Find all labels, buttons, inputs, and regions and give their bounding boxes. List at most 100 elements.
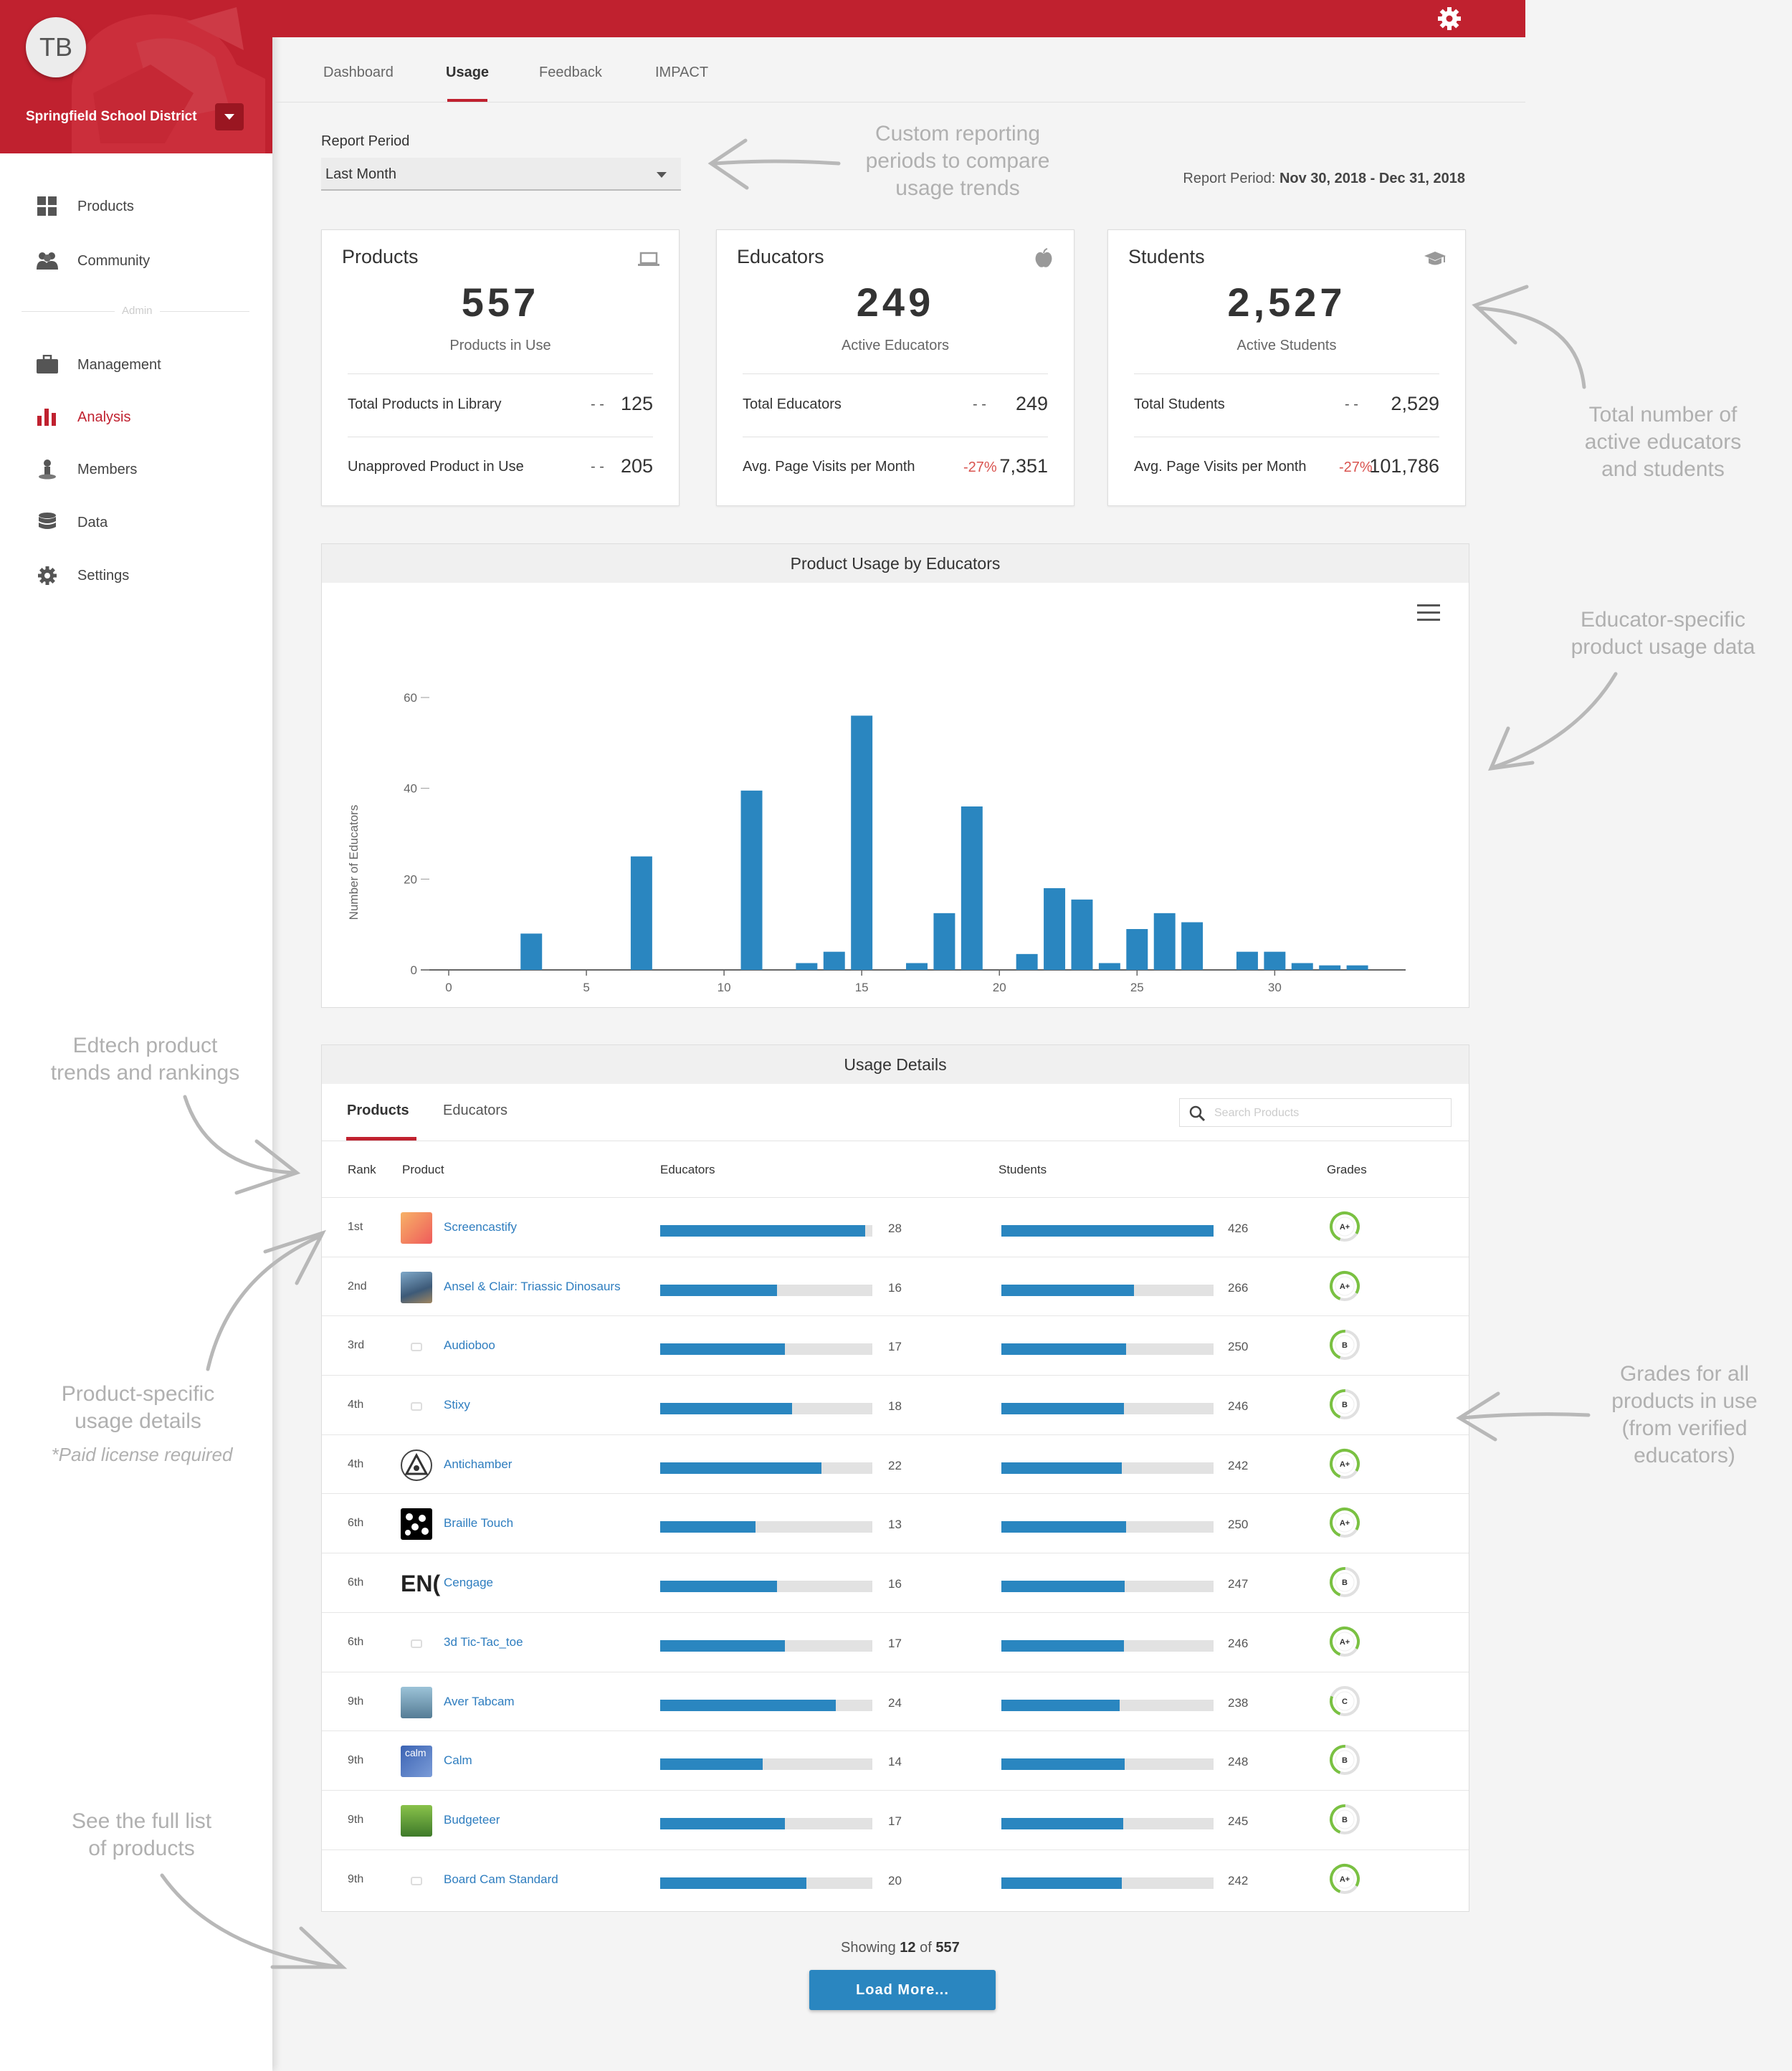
table-row[interactable]: 3rd Audioboo 17 250 B [322, 1316, 1469, 1376]
educators-count: 16 [888, 1280, 902, 1295]
tab-impact[interactable]: IMPACT [655, 65, 709, 80]
database-icon [39, 513, 56, 529]
tab-dashboard[interactable]: Dashboard [323, 65, 394, 80]
y-axis-label: Number of Educators [347, 805, 361, 920]
educators-bar-fill [660, 1521, 756, 1533]
product-link[interactable]: Aver Tabcam [444, 1694, 515, 1708]
rank-cell: 6th [348, 1517, 364, 1530]
table-row[interactable]: 9th Board Cam Standard 20 242 A+ [322, 1850, 1469, 1910]
tab-products[interactable]: Products [347, 1103, 409, 1118]
card-value: 2,527 [1227, 280, 1346, 325]
sidebar-item-settings[interactable]: Settings [0, 556, 272, 596]
product-link[interactable]: Stixy [444, 1398, 470, 1412]
educators-bar [660, 1817, 872, 1829]
students-count: 246 [1228, 1636, 1249, 1650]
sidebar-item-community[interactable]: Community [0, 241, 272, 281]
ansel-clair-logo [401, 1271, 432, 1303]
rank-cell: 4th [348, 1457, 364, 1470]
product-link[interactable]: Antichamber [444, 1457, 513, 1471]
rank-cell: 9th [348, 1695, 364, 1708]
sidebar-item-data[interactable]: Data [0, 503, 272, 543]
table-row[interactable]: 1st Screencastify 28 426 A+ [322, 1198, 1469, 1257]
product-link[interactable]: Cengage [444, 1576, 494, 1590]
showing-number: 12 [900, 1940, 916, 1956]
grade-label: B [1342, 1341, 1348, 1350]
students-bar-fill [1001, 1521, 1126, 1533]
grade-badge[interactable]: A+ [1328, 1447, 1361, 1480]
avatar[interactable]: TB [26, 17, 86, 77]
students-bar-fill [1001, 1284, 1134, 1296]
report-period-select[interactable]: Last Month [321, 158, 681, 191]
grade-badge[interactable]: A+ [1328, 1210, 1361, 1243]
product-link[interactable]: Braille Touch [444, 1516, 514, 1530]
district-dropdown-button[interactable] [215, 103, 244, 130]
students-bar [1001, 1581, 1214, 1593]
annotation-line: Grades for all [1619, 1362, 1750, 1386]
annotation-line: Total number of [1588, 403, 1738, 427]
grade-badge[interactable]: B [1328, 1566, 1361, 1599]
grade-badge[interactable]: A+ [1328, 1506, 1361, 1539]
students-count: 248 [1228, 1755, 1249, 1769]
table-row[interactable]: 2nd Ansel & Clair: Triassic Dinosaurs 16 26… [322, 1257, 1469, 1317]
usage-details-title: Usage Details [322, 1045, 1469, 1084]
educators-count: 18 [888, 1399, 902, 1414]
students-bar [1001, 1639, 1214, 1652]
product-link[interactable]: 3d Tic-Tac_toe [444, 1634, 523, 1649]
sidebar-item-management[interactable]: Management [0, 345, 272, 385]
tab-feedback[interactable]: Feedback [539, 65, 602, 80]
grade-badge[interactable]: A+ [1328, 1270, 1361, 1303]
educators-bar [660, 1462, 872, 1474]
card-row-change: -27% [963, 460, 997, 475]
admin-section-label: Admin [115, 305, 160, 317]
product-link[interactable]: Budgeteer [444, 1812, 500, 1827]
annotation-line: educators) [1634, 1444, 1735, 1467]
chart-bar [906, 963, 928, 970]
rank-cell: 9th [348, 1872, 364, 1885]
table-row[interactable]: 9th Aver Tabcam 24 238 C [322, 1672, 1469, 1732]
tab-educators[interactable]: Educators [443, 1103, 508, 1118]
sidebar-item-members[interactable]: Members [0, 449, 272, 490]
district-name: Springfield School District [26, 109, 197, 124]
card-row-label: Unapproved Product in Use [348, 459, 524, 475]
grade-badge[interactable]: B [1328, 1328, 1361, 1361]
product-link[interactable]: Screencastify [444, 1220, 518, 1234]
caret-down-icon [657, 172, 667, 178]
product-link[interactable]: Ansel & Clair: Triassic Dinosaurs [444, 1279, 621, 1293]
chart-bar [961, 806, 983, 970]
grade-badge[interactable]: B [1328, 1743, 1361, 1776]
product-link[interactable]: Calm [444, 1753, 472, 1768]
y-tick-label: 0 [411, 963, 417, 977]
table-row[interactable]: 4th Stixy 18 246 B [322, 1376, 1469, 1435]
grade-label: C [1342, 1698, 1348, 1706]
grade-badge[interactable]: B [1328, 1388, 1361, 1421]
sidebar: TB Springfield School District Products … [0, 0, 272, 2071]
table-row[interactable]: 9th Budgeteer 17 245 B [322, 1791, 1469, 1850]
column-header-grades: Grades [1327, 1163, 1367, 1176]
annotation-line: of products [88, 1837, 195, 1860]
students-bar-fill [1001, 1403, 1124, 1415]
table-row[interactable]: 6th 3d Tic-Tac_toe 17 246 A+ [322, 1613, 1469, 1672]
load-more-button[interactable]: Load More... [809, 1970, 996, 2010]
sidebar-item-products[interactable]: Products [0, 186, 272, 227]
annotation-line: products in use [1611, 1389, 1758, 1413]
grade-label: B [1342, 1401, 1348, 1409]
product-link[interactable]: Audioboo [444, 1338, 495, 1353]
rank-cell: 6th [348, 1576, 364, 1589]
sidebar-item-analysis[interactable]: Analysis [0, 397, 272, 437]
table-row[interactable]: 6th Braille Touch 13 250 A+ [322, 1494, 1469, 1554]
search-box[interactable] [1179, 1098, 1452, 1127]
table-row[interactable]: 4th Antichamber 22 242 A+ [322, 1435, 1469, 1495]
table-row[interactable]: 9th calm Calm 14 248 B [322, 1731, 1469, 1791]
grade-badge[interactable]: A+ [1328, 1625, 1361, 1658]
gear-icon[interactable] [1436, 6, 1462, 32]
grade-badge[interactable]: A+ [1328, 1862, 1361, 1895]
table-row[interactable]: 6th EN(Cengage 16 247 B [322, 1553, 1469, 1613]
educators-bar [660, 1877, 872, 1889]
search-input[interactable] [1214, 1103, 1444, 1123]
product-link[interactable]: Board Cam Standard [444, 1872, 558, 1886]
chart-menu-icon[interactable] [1417, 604, 1440, 622]
chart-bar [1044, 888, 1066, 970]
tab-usage[interactable]: Usage [446, 65, 490, 80]
grade-badge[interactable]: C [1328, 1685, 1361, 1718]
grade-badge[interactable]: B [1328, 1803, 1361, 1836]
